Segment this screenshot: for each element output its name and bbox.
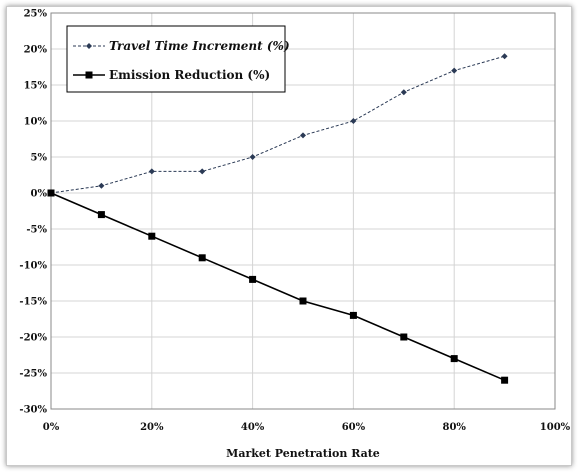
data-point	[148, 168, 155, 175]
y-tick-label: -15%	[19, 297, 47, 308]
data-point	[450, 355, 458, 363]
series-travel-time-increment	[48, 53, 508, 196]
data-point	[199, 168, 206, 175]
y-tick-label: 0%	[31, 189, 48, 200]
y-tick-label: -5%	[26, 225, 47, 236]
y-tick-label: 25%	[24, 9, 48, 20]
y-tick-label: -25%	[19, 369, 47, 380]
y-tick-label: 10%	[24, 117, 48, 128]
x-tick-label: 20%	[140, 422, 164, 433]
data-point	[501, 376, 509, 384]
legend-label: Travel Time Increment (%)	[109, 39, 290, 53]
y-tick-label: -30%	[19, 405, 47, 416]
y-tick-label: 15%	[24, 81, 48, 92]
series-emission-reduction	[47, 189, 509, 384]
line-chart: 25%20%15%10%5%0%-5%-10%-15%-20%-25%-30% …	[19, 9, 571, 461]
chart-frame: 25% 20% 15% 10% 5% 0% -5% -10% -15% -20% -25% -30% …	[6, 6, 572, 466]
data-point	[47, 189, 55, 197]
y-tick-label: -10%	[19, 261, 47, 272]
legend: Travel Time Increment (%) Emission Reduct…	[66, 25, 290, 93]
legend-marker	[85, 71, 93, 79]
data-point	[249, 154, 256, 160]
y-tick-label: -20%	[19, 333, 47, 344]
data-point	[501, 53, 508, 60]
legend-marker	[86, 43, 92, 49]
x-tick-label: 80%	[442, 422, 466, 433]
series-line	[50, 55, 505, 194]
x-tick-label: 100%	[540, 422, 571, 433]
legend-box	[66, 25, 286, 93]
y-tick-label: 5%	[31, 153, 48, 164]
data-point	[148, 232, 156, 240]
data-point	[451, 67, 458, 74]
data-point	[400, 333, 408, 341]
y-axis-ticks: 25% 20% 15% 10% 5% 0% -5% -10% -15% -20% -25% -30%	[19, 9, 47, 416]
x-axis-ticks: 0% 20% 40% 60% 80% 100%	[43, 422, 571, 433]
legend-entry: Travel Time Increment (%)	[73, 39, 290, 53]
data-point	[400, 89, 407, 96]
data-point	[98, 182, 105, 189]
y-tick-label: 20%	[24, 45, 48, 56]
series-line	[50, 192, 505, 381]
data-point	[300, 132, 306, 139]
data-point	[349, 311, 357, 319]
data-point	[350, 118, 357, 124]
x-tick-label: 0%	[43, 422, 60, 433]
x-tick-label: 60%	[342, 422, 366, 433]
data-point	[249, 275, 257, 283]
legend-entry: Emission Reduction (%)	[73, 68, 270, 82]
data-point	[198, 254, 206, 262]
x-tick-label: 40%	[241, 422, 265, 433]
data-point	[299, 297, 307, 305]
x-axis-title: Market Penetration Rate	[226, 447, 380, 460]
data-point	[97, 211, 105, 219]
legend-label: Emission Reduction (%)	[109, 68, 270, 82]
plot-area	[50, 12, 556, 410]
series-layer	[47, 53, 509, 384]
